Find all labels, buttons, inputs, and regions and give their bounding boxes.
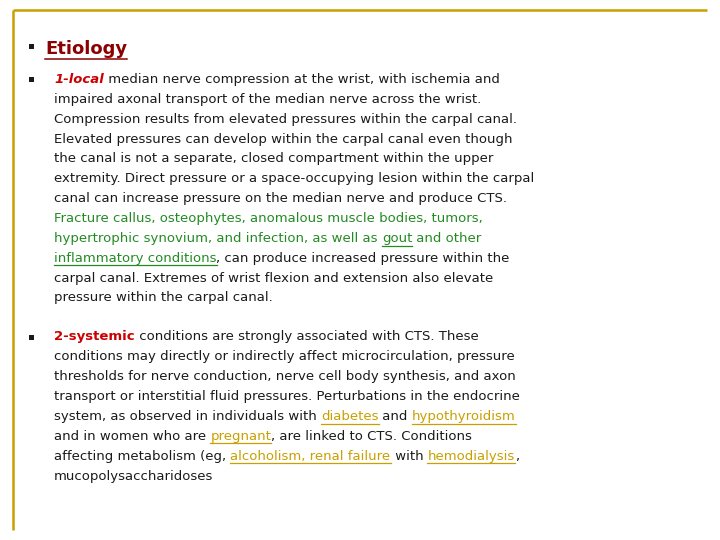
Text: and: and [379, 410, 412, 423]
Text: , are linked to CTS. Conditions: , are linked to CTS. Conditions [271, 430, 472, 443]
Bar [29, 77, 35, 82]
Text: 2-systemic: 2-systemic [54, 330, 135, 343]
Text: transport or interstitial fluid pressures. Perturbations in the endocrine: transport or interstitial fluid pressure… [54, 390, 520, 403]
Text: impaired axonal transport of the median nerve across the wrist.: impaired axonal transport of the median … [54, 93, 481, 106]
Text: hypertrophic synovium, and infection, as well as: hypertrophic synovium, and infection, as… [54, 232, 382, 245]
Text: the canal is not a separate, closed compartment within the upper: the canal is not a separate, closed comp… [54, 152, 493, 165]
Text: hypothyroidism: hypothyroidism [412, 410, 516, 423]
Text: diabetes: diabetes [321, 410, 379, 423]
Text: Compression results from elevated pressures within the carpal canal.: Compression results from elevated pressu… [54, 113, 517, 126]
Text: alcoholism, renal failure: alcoholism, renal failure [230, 450, 390, 463]
Text: extremity. Direct pressure or a space-occupying lesion within the carpal: extremity. Direct pressure or a space-oc… [54, 172, 534, 185]
Text: hemodialysis: hemodialysis [428, 450, 515, 463]
Text: inflammatory conditions: inflammatory conditions [54, 252, 217, 265]
Text: mucopolysaccharidoses: mucopolysaccharidoses [54, 470, 213, 483]
Text: Elevated pressures can develop within the carpal canal even though: Elevated pressures can develop within th… [54, 132, 513, 145]
Text: canal can increase pressure on the median nerve and produce CTS.: canal can increase pressure on the media… [54, 192, 507, 205]
Text: carpal canal. Extremes of wrist flexion and extension also elevate: carpal canal. Extremes of wrist flexion … [54, 272, 493, 285]
Text: pregnant: pregnant [210, 430, 271, 443]
Text: Etiology: Etiology [45, 40, 127, 58]
Text: , can produce increased pressure within the: , can produce increased pressure within … [217, 252, 510, 265]
Text: Fracture callus, osteophytes, anomalous muscle bodies, tumors,: Fracture callus, osteophytes, anomalous … [54, 212, 482, 225]
Text: pressure within the carpal canal.: pressure within the carpal canal. [54, 292, 273, 305]
Text: gout: gout [382, 232, 412, 245]
Text: conditions may directly or indirectly affect microcirculation, pressure: conditions may directly or indirectly af… [54, 350, 515, 363]
Text: 1-local: 1-local [54, 73, 104, 86]
Text: and in women who are: and in women who are [54, 430, 210, 443]
Text: system, as observed in individuals with: system, as observed in individuals with [54, 410, 321, 423]
Text: affecting metabolism (eg,: affecting metabolism (eg, [54, 450, 230, 463]
Bar [29, 335, 35, 340]
Bar [29, 44, 35, 49]
Text: ,: , [515, 450, 518, 463]
Text: and other: and other [412, 232, 482, 245]
Text: median nerve compression at the wrist, with ischemia and: median nerve compression at the wrist, w… [104, 73, 500, 86]
Text: with: with [390, 450, 428, 463]
Text: conditions are strongly associated with CTS. These: conditions are strongly associated with … [135, 330, 478, 343]
Text: thresholds for nerve conduction, nerve cell body synthesis, and axon: thresholds for nerve conduction, nerve c… [54, 370, 516, 383]
